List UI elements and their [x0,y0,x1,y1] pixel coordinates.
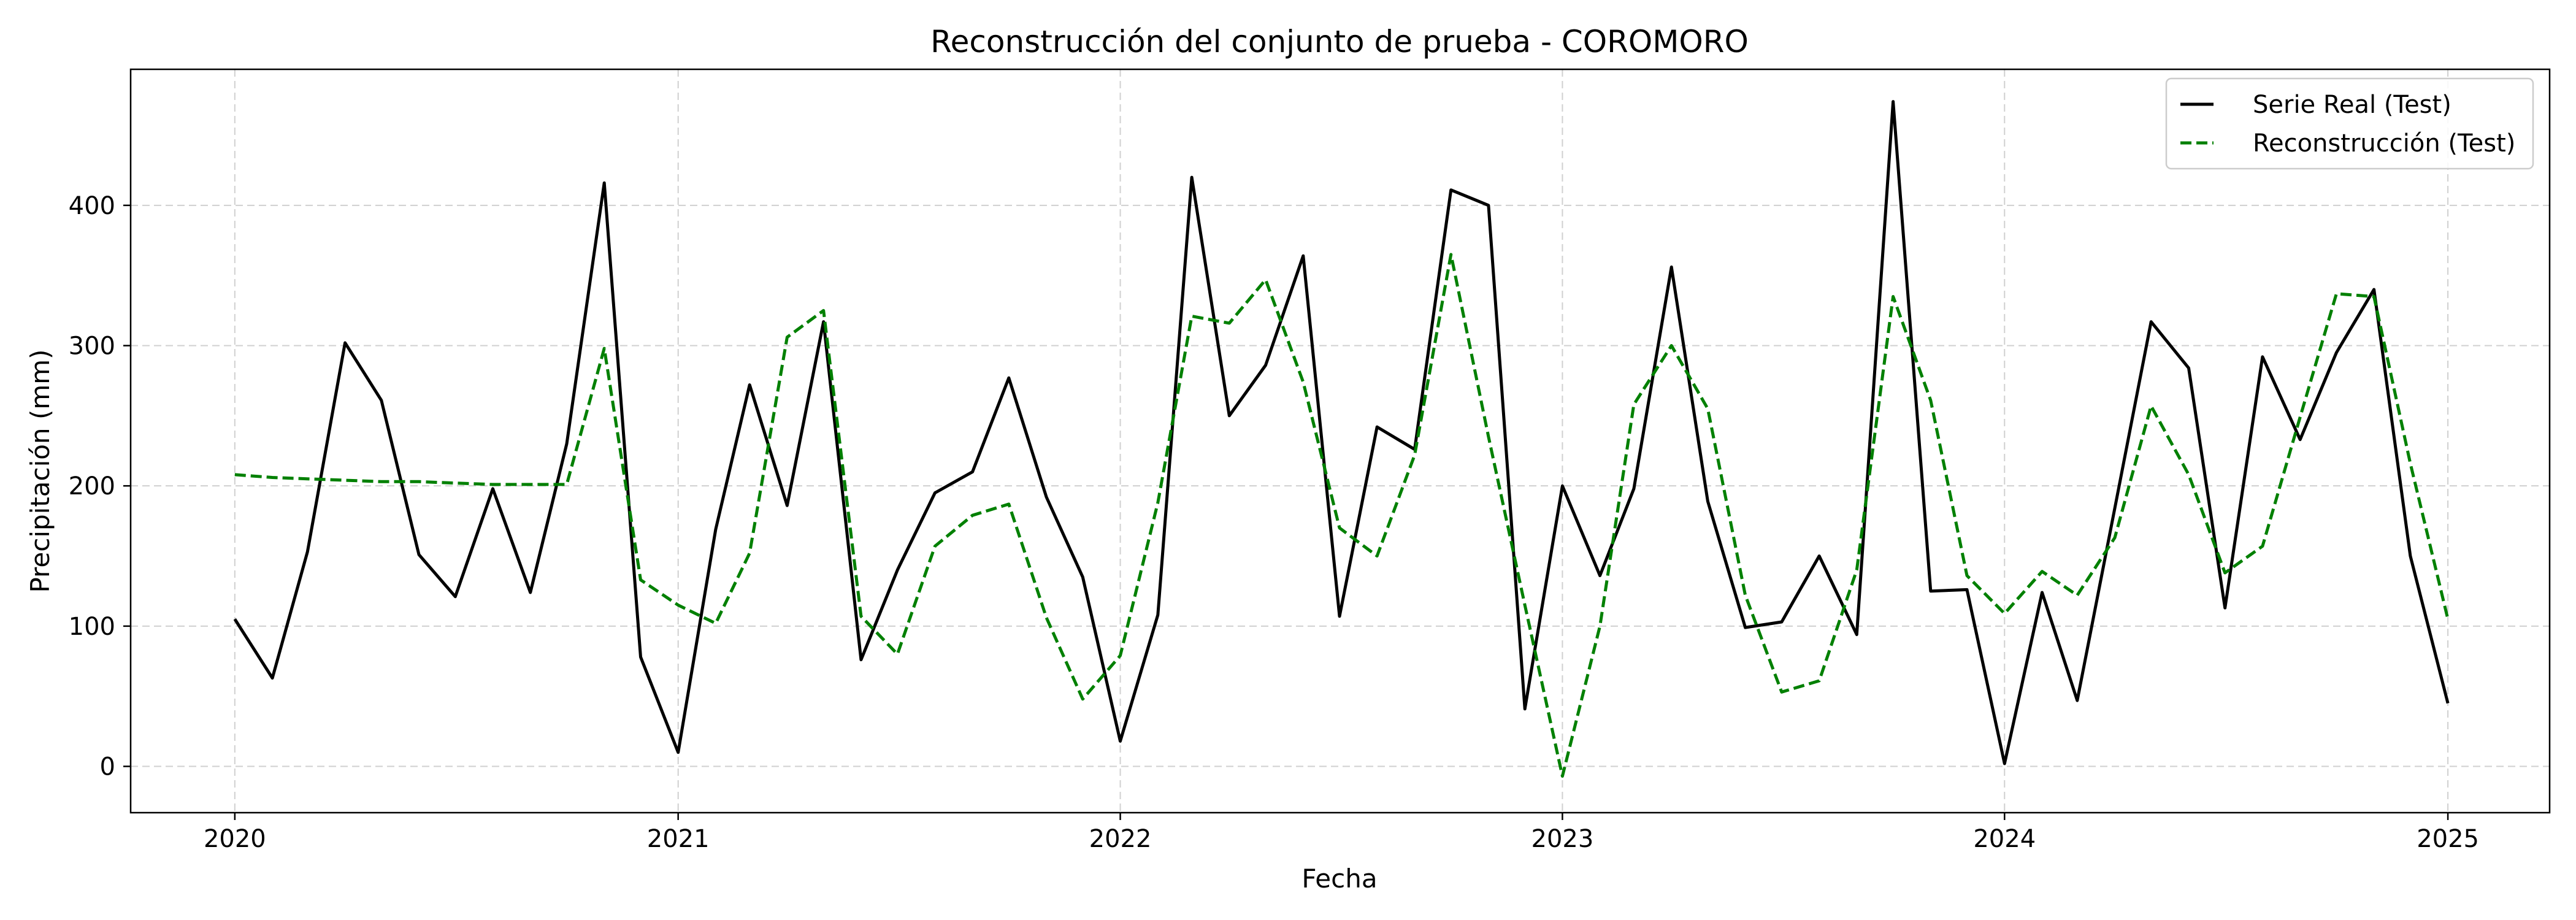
x-tick-label: 2025 [2417,825,2479,853]
x-tick-label: 2021 [647,825,710,853]
y-tick-label: 400 [69,192,115,220]
series-lines [233,100,2450,778]
x-axis-label: Fecha [1301,864,1377,894]
x-tick-label: 2022 [1089,825,1152,853]
legend: Serie Real (Test) Reconstrucción (Test) [2165,77,2534,170]
x-tick-label: 2024 [1973,825,2036,853]
x-tick-label: 2023 [1531,825,1594,853]
axis-ticks: 2020 2021 2022 2023 2024 2025 0 100 200 300 400 [69,192,2479,853]
chart-title: Reconstrucción del conjunto de prueba - … [930,24,1749,59]
x-tick-label: 2020 [204,825,266,853]
series-line-reconstruction [234,253,2450,778]
y-axis-label: Precipitación (mm) [25,349,55,592]
legend-label-reconstruction: Reconstrucción (Test) [2253,129,2515,158]
legend-box [2165,77,2534,170]
grid [131,69,2550,813]
y-tick-label: 200 [69,472,115,500]
series-line-real [233,100,2450,765]
y-tick-label: 300 [69,332,115,360]
y-tick-label: 100 [69,613,115,641]
y-tick-label: 0 [100,753,115,781]
legend-label-real: Serie Real (Test) [2253,91,2451,119]
plot-area-frame [129,68,2551,814]
